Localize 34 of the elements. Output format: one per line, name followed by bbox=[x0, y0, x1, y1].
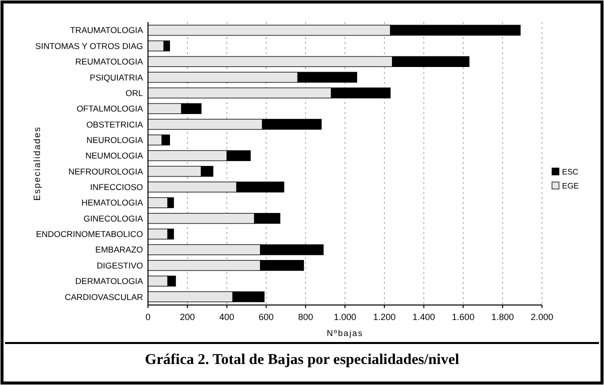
y-tick-label: PSIQUIATRIA bbox=[90, 72, 144, 82]
y-tick-label: HEMATOLOGIA bbox=[81, 198, 144, 208]
y-tick-label: INFECCIOSO bbox=[90, 182, 144, 192]
x-tick-label: 2.000 bbox=[530, 312, 554, 322]
y-tick-label: OFTALMOLOGIA bbox=[76, 104, 144, 114]
x-axis-title: Nºbajas bbox=[326, 328, 364, 338]
x-tick-label: 1.800 bbox=[491, 312, 514, 322]
legend-label: ESC bbox=[562, 168, 579, 176]
y-tick-label: ORL bbox=[126, 88, 144, 98]
x-tick-label: 1.400 bbox=[412, 312, 436, 322]
y-tick-label: SINTOMAS Y OTROS DIAG bbox=[35, 40, 143, 51]
y-tick-label: OBSTETRICIA bbox=[86, 119, 144, 130]
legend-label: EGE bbox=[562, 182, 579, 190]
y-tick-label: DERMATOLOGIA bbox=[75, 276, 144, 286]
x-tick-label: 200 bbox=[180, 312, 195, 322]
y-tick-label: REUMATOLOGIA bbox=[75, 56, 144, 67]
y-tick-label: ENDOCRINOMETABOLICO bbox=[36, 229, 144, 240]
x-tick-label: 0 bbox=[145, 312, 151, 322]
x-tick-label: 600 bbox=[258, 312, 274, 322]
y-axis-title: Especialidades bbox=[32, 126, 42, 201]
y-tick-label: NEUMOLOGIA bbox=[85, 150, 144, 161]
y-tick-label: CARDIOVASCULAR bbox=[64, 292, 143, 302]
x-tick-label: 1.000 bbox=[334, 312, 356, 322]
y-tick-label: DIGESTIVO bbox=[96, 260, 144, 270]
x-tick-label: 400 bbox=[219, 312, 234, 322]
x-tick-label: 800 bbox=[298, 312, 314, 322]
y-tick-label: GINECOLOGIA bbox=[83, 213, 144, 224]
text: Gráfica 2. Total de Bajas por especialidades/nivel bbox=[144, 352, 460, 368]
y-tick-label: EMBARAZO bbox=[95, 244, 144, 255]
y-tick-label: NEUROLOGIA bbox=[86, 134, 144, 145]
y-tick-label: TRAUMATOLOGIA bbox=[70, 25, 144, 36]
x-tick-label: 1.200 bbox=[373, 312, 396, 322]
x-tick-label: 1.600 bbox=[452, 312, 474, 322]
y-tick-label: NEFROUROLOGIA bbox=[68, 166, 144, 176]
